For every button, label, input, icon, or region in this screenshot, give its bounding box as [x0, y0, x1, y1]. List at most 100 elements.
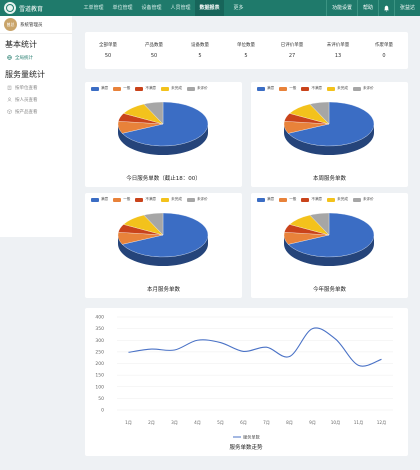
user-menu[interactable]: 张益达 — [393, 0, 420, 16]
legend-swatch — [257, 86, 265, 91]
stat-item: 已评价单量 27 — [269, 42, 315, 69]
line-legend-label[interactable]: 服务单数 — [243, 434, 261, 441]
pie-slice-0[interactable] — [287, 101, 375, 147]
legend-item[interactable]: 未评价 — [352, 197, 374, 202]
series-line-service-count[interactable] — [128, 327, 382, 367]
legend-swatch — [257, 197, 265, 202]
sidebar-item-by-person[interactable]: 按人员查看 — [7, 95, 72, 104]
legend-label: 满意 — [101, 86, 109, 90]
nav-item-3[interactable]: 人员管理 — [170, 5, 191, 11]
sidebar-item-by-unit[interactable]: 按单位查看 — [7, 83, 72, 92]
section-basic-title: 基本统计 — [5, 40, 37, 49]
legend-item[interactable]: 不满意 — [135, 86, 156, 91]
legend-swatch — [327, 86, 336, 91]
legend-item[interactable]: 未评价 — [186, 86, 208, 91]
pie-slice-0[interactable] — [287, 212, 375, 258]
sidebar-item-by-product[interactable]: 按产品查看 — [7, 107, 72, 116]
y-tick-label: 250 — [95, 349, 104, 355]
line-chart-title: 服务单数走势 — [229, 443, 263, 451]
pie-slice-0[interactable] — [121, 212, 209, 258]
pie-slice-4[interactable] — [143, 101, 164, 125]
legend-item[interactable]: 满意 — [257, 86, 274, 91]
sidebar-item-global-stats[interactable]: 全局统计 — [7, 53, 72, 62]
stat-value: 50 — [104, 53, 112, 59]
legend-label: 未评价 — [362, 86, 374, 90]
stat-label: 产品数量 — [145, 43, 163, 48]
nav-item-5[interactable]: 更多 — [233, 5, 244, 11]
legend-label: 未评价 — [196, 197, 208, 201]
legend-swatch — [279, 197, 288, 202]
pie-card-month: 满意 一般 不满意 未完成 未评价 本月服务单数 — [85, 193, 242, 298]
legend-item[interactable]: 不满意 — [301, 86, 322, 91]
pie-legend: 满意 一般 不满意 未完成 未评价 — [257, 86, 379, 91]
stat-label: 设备数量 — [191, 43, 209, 48]
legend-item[interactable]: 未完成 — [327, 86, 348, 91]
pie-slice-4[interactable] — [143, 212, 164, 236]
main-nav: 工单管理 单位管理 设备管理 人员管理 数据报表 更多 — [79, 0, 253, 16]
box-icon — [7, 109, 12, 114]
pie-slice-4[interactable] — [309, 101, 330, 125]
pie-chart-today — [117, 101, 209, 155]
stat-label: 作废单量 — [375, 43, 393, 48]
stat-label: 单位数量 — [237, 43, 255, 48]
legend-label: 未评价 — [362, 197, 374, 201]
pie-legend: 满意 一般 不满意 未完成 未评价 — [257, 197, 379, 202]
legend-item[interactable]: 不满意 — [135, 197, 156, 202]
legend-item[interactable]: 满意 — [91, 197, 108, 202]
nav-item-1[interactable]: 单位管理 — [112, 5, 133, 11]
line-chart-trend: 0 50 100 150 200 250 300 350 400 1月 2月 3月 4月 5月 6月 7月 8月… — [95, 315, 393, 451]
legend-item[interactable]: 未评价 — [186, 197, 208, 202]
stat-value: 5 — [244, 53, 248, 59]
legend-label: 满意 — [101, 197, 109, 201]
pie-slice-0[interactable] — [121, 101, 209, 147]
summary-stats-card: 全部单量 50 产品数量 50 设备数量 5 单位数量 5 已评价单量 27 未评价单量 13 作废单量… — [85, 32, 408, 69]
x-tick-label: 12月 — [377, 420, 387, 426]
legend-item[interactable]: 未完成 — [161, 86, 182, 91]
nav-item-2[interactable]: 设备管理 — [141, 5, 162, 11]
sidebar-item-label: 按产品查看 — [15, 109, 38, 115]
pie-slice-4[interactable] — [309, 212, 330, 236]
logo-icon[interactable] — [4, 2, 16, 14]
brand-name: 雪道教育 — [19, 5, 44, 13]
legend-item[interactable]: 一般 — [113, 86, 130, 91]
y-tick-label: 150 — [95, 373, 104, 379]
legend-label: 未完成 — [337, 86, 348, 90]
y-tick-label: 300 — [95, 338, 104, 344]
legend-item[interactable]: 一般 — [279, 86, 296, 91]
settings-link[interactable]: 功能设置 — [325, 0, 357, 16]
legend-label: 一般 — [123, 86, 131, 90]
legend-swatch — [301, 197, 310, 202]
legend-item[interactable]: 未评价 — [352, 86, 374, 91]
help-link[interactable]: 帮助 — [356, 0, 378, 16]
legend-swatch — [91, 197, 99, 202]
pie-side — [118, 235, 208, 266]
legend-item[interactable]: 满意 — [257, 197, 274, 202]
legend-swatch — [352, 86, 361, 91]
top-right-menu: 功能设置 帮助 张益达 — [325, 0, 420, 16]
x-tick-label: 7月 — [263, 420, 270, 426]
pie-chart-year — [283, 212, 375, 266]
pie-title: 本周服务单数 — [312, 176, 346, 182]
stat-value: 13 — [334, 53, 342, 59]
legend-item[interactable]: 一般 — [113, 197, 130, 202]
bell-icon[interactable] — [377, 0, 394, 16]
sidebar-item-label: 按单位查看 — [15, 85, 38, 91]
pie-title: 本月服务单数 — [146, 287, 180, 293]
legend-item[interactable]: 满意 — [91, 86, 108, 91]
x-tick-label: 9月 — [309, 420, 316, 426]
stat-label: 已评价单量 — [280, 43, 304, 48]
pie-legend: 满意 一般 不满意 未完成 未评价 — [91, 197, 213, 202]
legend-label: 不满意 — [145, 197, 157, 201]
legend-swatch — [161, 197, 170, 202]
legend-label: 不满意 — [311, 86, 323, 90]
x-tick-label: 2月 — [148, 420, 155, 426]
legend-item[interactable]: 未完成 — [327, 197, 348, 202]
nav-item-0[interactable]: 工单管理 — [83, 5, 104, 11]
nav-item-4[interactable]: 数据报表 — [195, 0, 224, 16]
legend-swatch — [135, 197, 144, 202]
stat-item: 未评价单量 13 — [315, 42, 361, 69]
legend-item[interactable]: 未完成 — [161, 197, 182, 202]
avatar[interactable]: 曾总 — [4, 18, 17, 31]
legend-item[interactable]: 一般 — [279, 197, 296, 202]
legend-item[interactable]: 不满意 — [301, 197, 322, 202]
